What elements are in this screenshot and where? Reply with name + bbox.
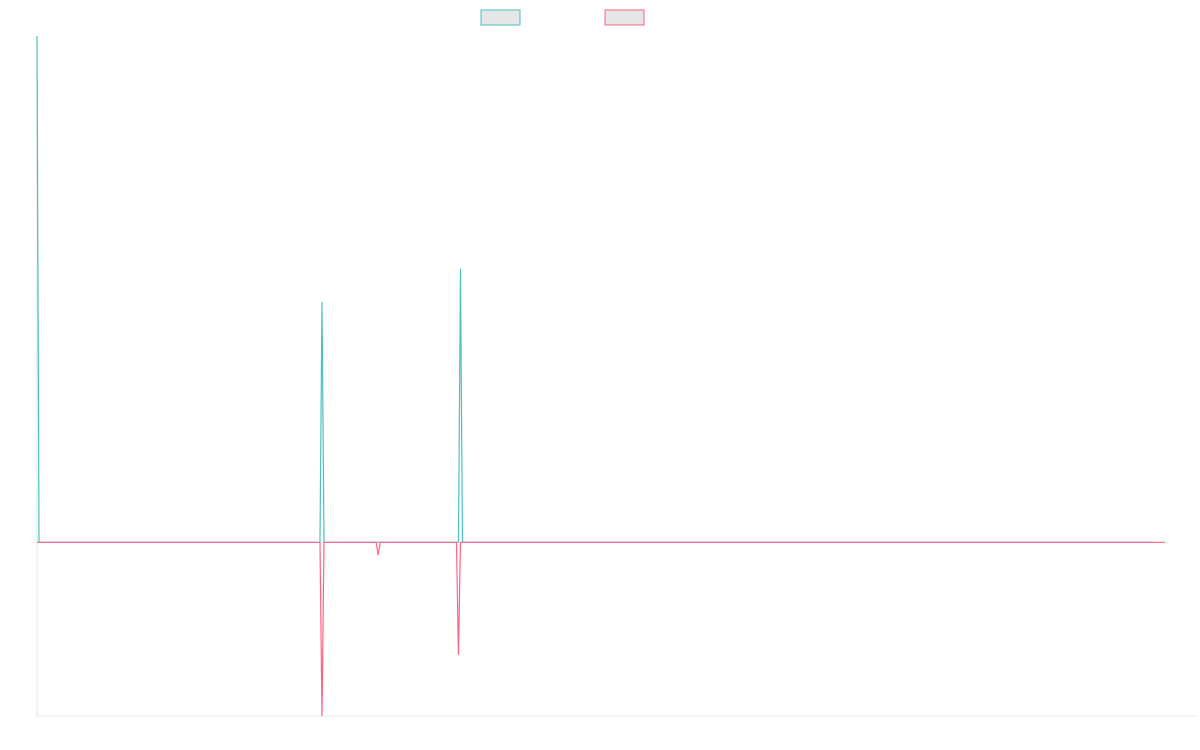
axes xyxy=(36,36,1195,717)
series-layer xyxy=(36,35,1165,717)
series-line-1 xyxy=(36,35,1155,543)
legend-swatch-1[interactable] xyxy=(480,9,521,26)
series-line-2 xyxy=(37,541,1165,717)
legend-swatch-2[interactable] xyxy=(604,9,645,26)
legend xyxy=(480,9,645,26)
